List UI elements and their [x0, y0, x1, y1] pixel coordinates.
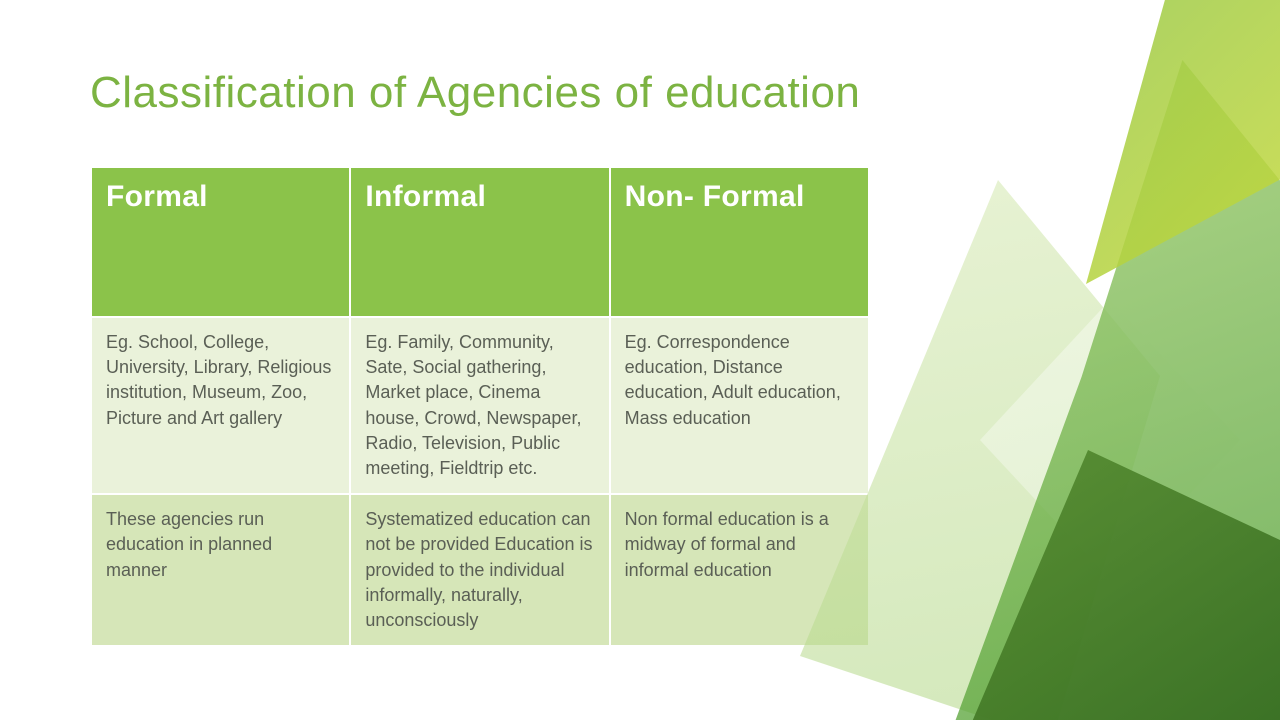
slide: Classification of Agencies of education … [0, 0, 1280, 720]
classification-table: Formal Informal Non- Formal Eg. School, … [90, 166, 870, 647]
table-header-row: Formal Informal Non- Formal [91, 167, 869, 317]
cell-nonformal-examples: Eg. Correspondence education, Distance e… [610, 317, 869, 494]
slide-title: Classification of Agencies of education [90, 68, 1190, 118]
facet-decoration [980, 300, 1240, 580]
table-row: These agencies run education in planned … [91, 494, 869, 646]
column-header-nonformal: Non- Formal [610, 167, 869, 317]
facet-decoration [960, 450, 1280, 720]
cell-informal-description: Systematized education can not be provid… [350, 494, 609, 646]
cell-informal-examples: Eg. Family, Community, Sate, Social gath… [350, 317, 609, 494]
cell-formal-examples: Eg. School, College, University, Library… [91, 317, 350, 494]
column-header-formal: Formal [91, 167, 350, 317]
table-row: Eg. School, College, University, Library… [91, 317, 869, 494]
column-header-informal: Informal [350, 167, 609, 317]
cell-formal-description: These agencies run education in planned … [91, 494, 350, 646]
cell-nonformal-description: Non formal education is a midway of form… [610, 494, 869, 646]
facet-decoration [960, 0, 1280, 320]
facet-decoration [880, 60, 1280, 720]
